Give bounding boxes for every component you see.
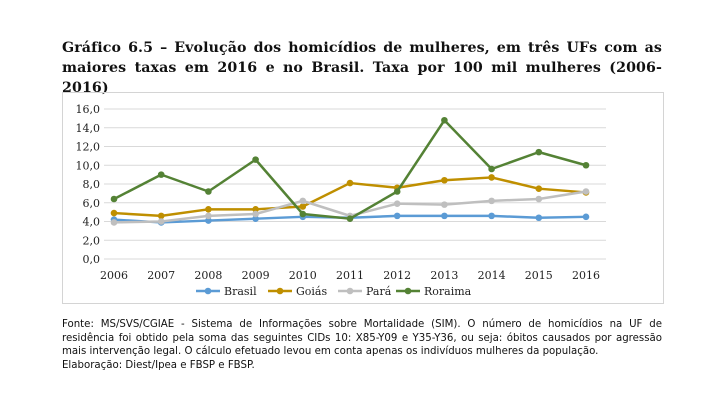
y-tick-label: 10,0 [76, 159, 101, 172]
y-tick-label: 4,0 [83, 216, 101, 229]
data-point [535, 195, 543, 203]
legend-swatch-marker [204, 287, 212, 295]
y-tick-label: 0,0 [83, 253, 101, 266]
series-line [113, 119, 587, 220]
data-point [582, 188, 590, 195]
data-point [252, 215, 259, 222]
data-point [488, 197, 495, 205]
y-tick-label: 8,0 [83, 178, 101, 191]
legend-item: Goiás [268, 285, 327, 298]
data-point [205, 206, 212, 213]
x-tick-label: 2007 [147, 269, 175, 282]
legend-label: Brasil [224, 285, 257, 298]
x-tick-label: 2006 [100, 269, 128, 282]
x-tick-label: 2012 [383, 269, 411, 282]
x-tick-label: 2014 [478, 269, 506, 282]
data-point [110, 195, 118, 203]
legend-swatch-marker [346, 287, 354, 295]
data-point [441, 116, 448, 124]
source-note: Fonte: MS/SVS/CGIAE - Sistema de Informa… [62, 319, 662, 357]
chart-footer: Fonte: MS/SVS/CGIAE - Sistema de Informa… [62, 318, 662, 372]
data-point [582, 161, 590, 169]
y-tick-label: 16,0 [76, 103, 101, 116]
x-tick-label: 2010 [289, 269, 317, 282]
data-point [299, 210, 307, 218]
data-point [205, 212, 212, 220]
elaboration-note: Elaboração: Diest/Ipea e FBSP e FBSP. [62, 359, 255, 371]
data-point [205, 188, 212, 195]
data-point [299, 203, 307, 210]
x-tick-label: 2013 [430, 269, 458, 282]
y-tick-label: 6,0 [83, 197, 101, 210]
legend-item: Roraima [396, 285, 472, 298]
chart-frame [62, 92, 664, 304]
legend-item: Brasil [196, 285, 257, 298]
x-axis-ticks: 2006 2007 2008 2009 2010 2011 2012 2013 2014 2015… [100, 269, 600, 282]
legend-item: Pará [338, 285, 392, 298]
data-point [535, 185, 543, 192]
data-point [441, 212, 448, 220]
x-tick-label: 2015 [525, 269, 553, 282]
data-point [535, 148, 543, 156]
data-point [393, 188, 401, 195]
legend-swatch-marker [276, 287, 284, 295]
x-tick-label: 2016 [572, 269, 600, 282]
data-point [252, 206, 259, 213]
legend-label: Goiás [296, 285, 327, 298]
data-point [488, 165, 495, 173]
data-point [393, 200, 401, 207]
legend-label: Pará [366, 285, 392, 298]
data-point [488, 174, 495, 181]
data-point [157, 212, 165, 220]
x-tick-label: 2008 [194, 269, 222, 282]
y-axis-ticks: 0,0 2,0 4,0 6,0 8,0 10,0 12,0 14,0 16,0 [76, 103, 101, 266]
x-tick-label: 2011 [336, 269, 364, 282]
data-point [157, 171, 165, 178]
data-point [299, 197, 307, 205]
x-tick-label: 2009 [242, 269, 270, 282]
series-lines [110, 116, 590, 226]
data-point [252, 156, 259, 163]
data-point [252, 210, 259, 218]
data-point [205, 217, 212, 224]
series-roraima [110, 116, 590, 222]
data-point [346, 179, 354, 187]
legend-swatch-marker [404, 287, 412, 295]
data-point [582, 213, 590, 221]
legend: Brasil Goiás Pará Roraima [196, 285, 472, 298]
chart-title: Gráfico 6.5 – Evolução dos homicídios de… [62, 40, 662, 96]
line-chart: 0,0 2,0 4,0 6,0 8,0 10,0 12,0 14,0 16,0 2006 2007… [76, 103, 606, 298]
data-point [110, 209, 118, 217]
data-point [535, 214, 543, 222]
y-tick-label: 14,0 [76, 122, 101, 135]
data-point [441, 201, 448, 208]
data-point [110, 219, 118, 226]
legend-label: Roraima [424, 285, 472, 298]
y-tick-label: 2,0 [83, 234, 101, 247]
data-point [393, 212, 401, 220]
data-point [346, 215, 354, 222]
series-goiás [110, 174, 590, 220]
data-point [488, 212, 495, 220]
y-tick-label: 12,0 [76, 141, 101, 154]
data-point [441, 176, 448, 184]
data-point [157, 218, 165, 225]
